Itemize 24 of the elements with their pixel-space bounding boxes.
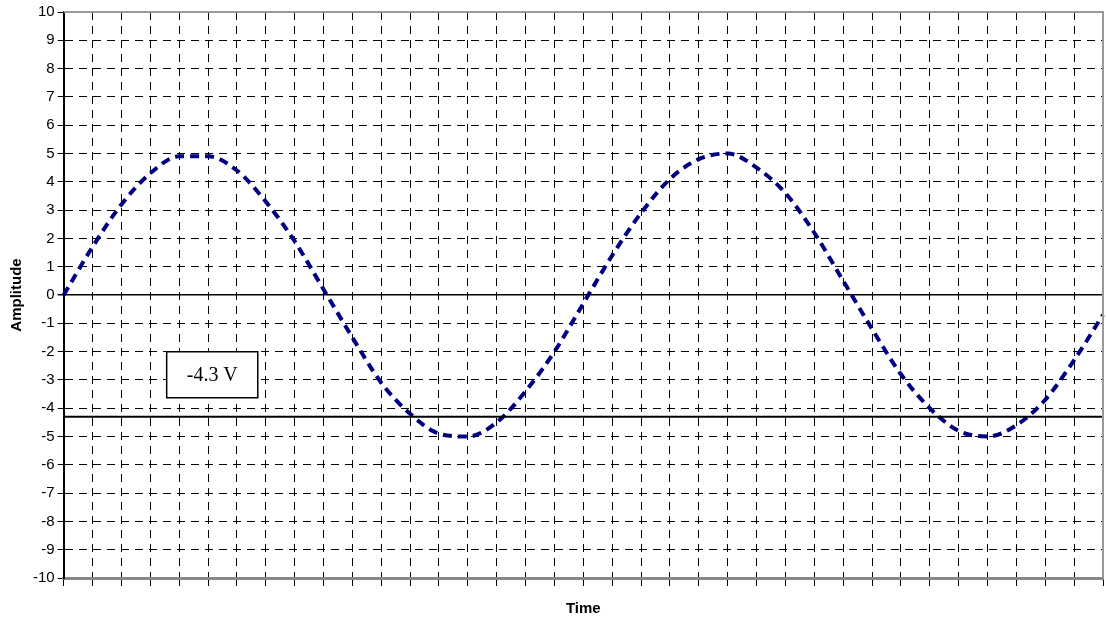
y-tick-label: 10 xyxy=(37,2,55,20)
y-tick-label: 9 xyxy=(46,30,55,48)
y-axis-title: Amplitude xyxy=(7,258,25,332)
x-axis-title: Time xyxy=(565,599,601,617)
y-tick-label: -10 xyxy=(32,568,55,586)
y-tick-label: 0 xyxy=(46,285,55,303)
y-tick-label: 7 xyxy=(46,87,55,105)
y-tick-label: 1 xyxy=(46,256,55,274)
y-tick-label: 3 xyxy=(46,200,55,218)
y-tick-label: -9 xyxy=(41,539,55,557)
ref-line-label: -4.3 V xyxy=(186,362,239,385)
y-tick-label: 8 xyxy=(46,58,55,76)
y-tick-label: -2 xyxy=(41,341,55,359)
y-tick-label: -5 xyxy=(41,426,55,444)
y-tick-label: 5 xyxy=(46,143,55,161)
y-tick-label: -7 xyxy=(41,483,55,501)
y-tick-label: 4 xyxy=(46,171,55,189)
y-tick-label: -4 xyxy=(41,398,55,416)
y-tick-label: 2 xyxy=(46,228,55,246)
y-tick-label: -8 xyxy=(41,511,55,529)
y-tick-label: -3 xyxy=(41,370,55,388)
y-tick-label: 6 xyxy=(46,115,55,133)
y-tick-label: -6 xyxy=(41,454,55,472)
y-tick-label: -1 xyxy=(41,313,55,331)
